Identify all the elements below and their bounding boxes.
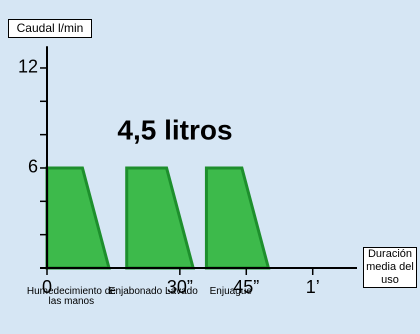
phase-label: Enjabonado Lavado bbox=[108, 286, 198, 297]
y-tick-label: 12 bbox=[18, 57, 38, 77]
x-tick-label: 45” bbox=[233, 277, 259, 297]
x-tick-label: 1’ bbox=[306, 277, 320, 297]
x-tick-label: 0 bbox=[42, 277, 52, 297]
y-axis-label: Caudal l/min bbox=[8, 19, 92, 38]
x-axis-label: Duración media del uso bbox=[363, 247, 417, 288]
phase-label: Enjuague bbox=[209, 286, 252, 297]
annotation: 4,5 litros bbox=[117, 114, 232, 145]
y-tick-label: 6 bbox=[28, 157, 38, 177]
x-tick-label: 30” bbox=[167, 277, 193, 297]
phase-label: Humedecimiento de las manos bbox=[26, 286, 116, 307]
